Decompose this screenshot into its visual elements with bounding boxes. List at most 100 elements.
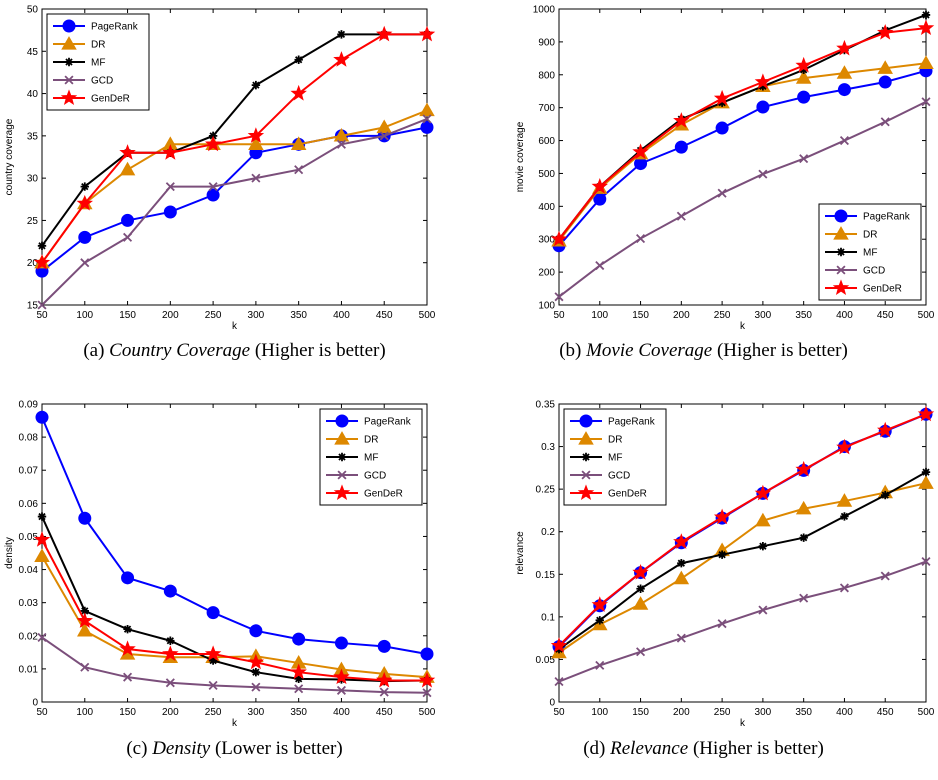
- x-tick-label: 50: [553, 707, 565, 718]
- data-point: [290, 663, 307, 680]
- x-tick-label: 250: [205, 707, 222, 718]
- legend-item: MF: [825, 248, 877, 259]
- data-point: [717, 550, 727, 559]
- data-point: [37, 300, 47, 310]
- x-tick-label: 150: [119, 707, 136, 718]
- legend-marker: [581, 470, 591, 480]
- data-point: [837, 83, 851, 97]
- data-point: [123, 672, 133, 682]
- data-point: [163, 205, 177, 219]
- legend-label: GenDeR: [364, 489, 403, 500]
- data-point: [758, 605, 768, 615]
- data-point: [251, 682, 261, 692]
- data-point: [677, 559, 686, 568]
- data-point: [123, 624, 132, 634]
- data-point: [336, 139, 346, 149]
- y-tick-label: 35: [27, 131, 39, 142]
- x-tick-label: 50: [36, 707, 48, 718]
- legend-item: PageRank: [570, 414, 656, 428]
- legend-label: PageRank: [91, 22, 139, 33]
- data-point: [37, 632, 47, 642]
- data-point: [121, 213, 135, 227]
- x-tick-label: 200: [162, 707, 179, 718]
- legend-marker: [836, 265, 846, 275]
- caption-title: Country Coverage: [109, 340, 251, 361]
- x-tick-label: 150: [632, 310, 649, 321]
- series-gcd: [37, 632, 432, 698]
- legend-label: MF: [91, 58, 105, 69]
- data-point: [676, 633, 686, 643]
- legend-marker: [579, 414, 593, 428]
- data-point: [80, 606, 89, 616]
- data-point: [839, 136, 849, 146]
- data-point: [418, 671, 436, 688]
- data-point: [840, 512, 849, 521]
- caption-suffix: (Lower is better): [210, 738, 343, 759]
- legend-label: PageRank: [863, 212, 911, 223]
- caption-suffix: (Higher is better): [712, 340, 848, 361]
- legend-label: GCD: [863, 266, 885, 277]
- data-point: [673, 112, 690, 128]
- data-point: [33, 254, 51, 270]
- x-tick-label: 400: [836, 707, 853, 718]
- legend-marker: [577, 484, 595, 500]
- data-point: [420, 647, 434, 661]
- y-tick-label: 0.15: [536, 570, 556, 581]
- legend: PageRank DR MF GCD GenDeR: [563, 408, 667, 506]
- x-tick-label: 200: [673, 707, 690, 718]
- data-point: [419, 102, 435, 117]
- chart-b: 50 100 150 200 250 300 350 400 450 50010020030040…: [515, 5, 935, 333]
- legend-marker: [833, 226, 849, 240]
- data-point: [799, 533, 808, 542]
- data-point: [163, 584, 177, 598]
- data-point: [123, 232, 133, 242]
- data-point: [676, 211, 686, 221]
- series-dr: [551, 475, 934, 659]
- y-tick-label: 0.1: [541, 612, 555, 623]
- legend-marker: [60, 89, 78, 105]
- y-tick-label: 50: [27, 5, 39, 16]
- x-tick-label: 300: [755, 707, 772, 718]
- y-tick-label: 0.04: [19, 565, 39, 576]
- chart-panel-d: 50 100 150 200 250 300 350 400 450 500 0 0.05 0.1 0.1…: [469, 390, 938, 780]
- data-point: [921, 467, 931, 477]
- data-point: [119, 161, 136, 176]
- y-tick-label: 0.05: [19, 532, 39, 543]
- data-point: [204, 645, 222, 661]
- y-tick-label: 0.03: [19, 598, 39, 609]
- x-tick-label: 350: [290, 310, 307, 321]
- legend-item: GCD: [326, 470, 386, 482]
- y-tick-label: 0.2: [541, 527, 555, 538]
- data-point: [836, 493, 853, 507]
- x-tick-label: 350: [290, 707, 307, 718]
- plot-frame: [41, 8, 428, 306]
- y-tick-label: 200: [538, 268, 555, 279]
- legend-marker: [832, 279, 850, 295]
- data-point: [251, 668, 261, 677]
- data-point: [795, 56, 812, 73]
- legend: PageRank DR MF GCD GenDeR: [319, 408, 423, 506]
- y-tick-label: 0.25: [536, 485, 556, 496]
- data-point: [632, 143, 649, 160]
- chart-caption-d: (d) Relevance (Higher is better): [469, 738, 938, 760]
- data-point: [877, 24, 894, 40]
- data-point: [333, 51, 350, 67]
- y-tick-label: 1000: [533, 5, 556, 16]
- data-point: [880, 117, 890, 127]
- legend-label: GenDeR: [91, 94, 130, 105]
- y-tick-label: 0.3: [541, 442, 555, 453]
- data-point: [247, 127, 265, 143]
- x-tick-label: 250: [714, 310, 731, 321]
- x-tick-label: 300: [248, 707, 265, 718]
- series-gender: [33, 25, 436, 270]
- data-point: [204, 135, 222, 152]
- data-point: [208, 656, 218, 665]
- data-point: [208, 182, 218, 192]
- data-point: [80, 182, 89, 191]
- series-pagerank: [35, 410, 434, 661]
- y-axis-label: movie coverage: [515, 121, 526, 192]
- data-point: [78, 511, 92, 525]
- series-line-pagerank: [41, 416, 428, 655]
- data-point: [795, 70, 812, 84]
- y-axis-label: density: [4, 537, 15, 569]
